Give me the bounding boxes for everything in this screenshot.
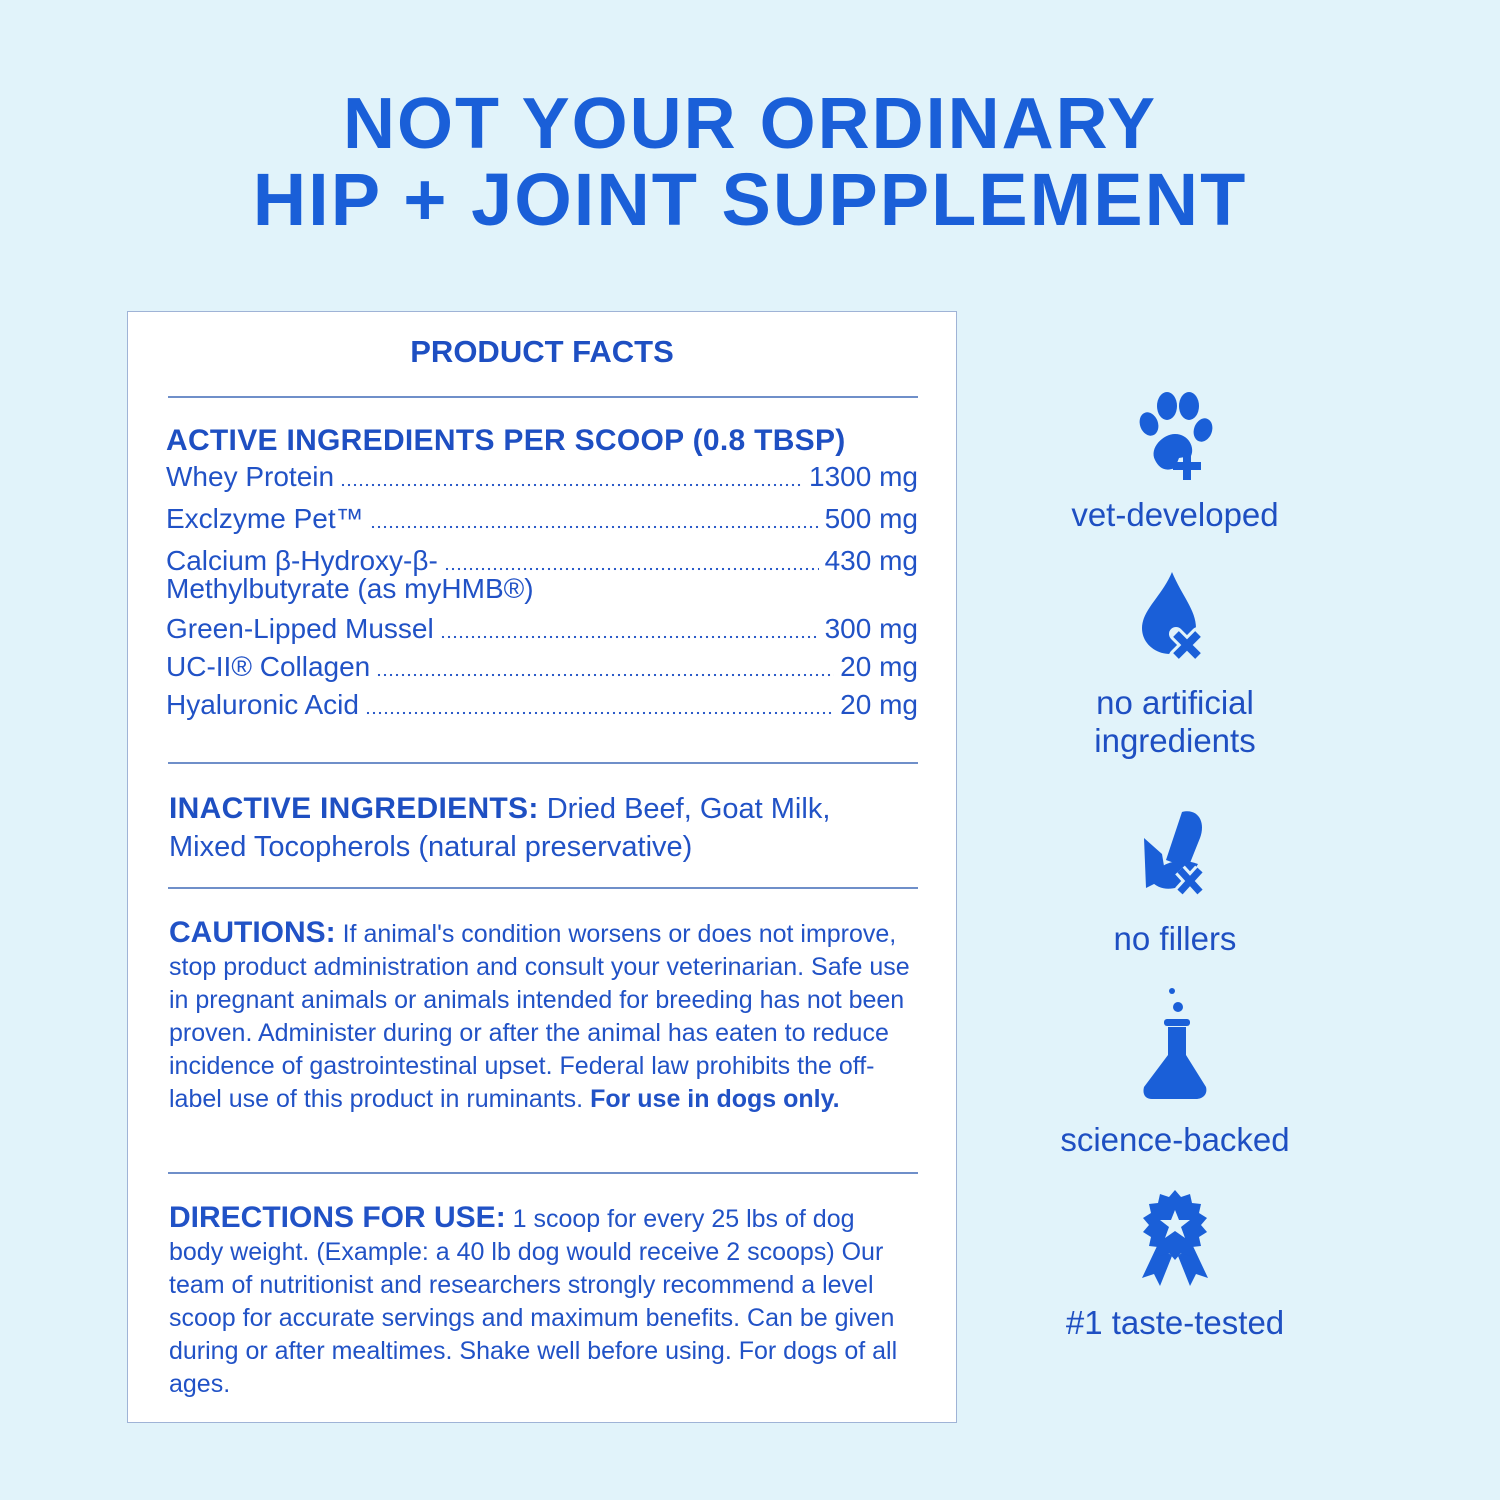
feature-taste-tested: #1 taste-tested	[1030, 1190, 1320, 1342]
divider	[168, 887, 918, 889]
corn-x-icon	[1144, 811, 1205, 897]
feature-label: #1 taste-tested	[1065, 1304, 1285, 1341]
ingredient-name: Whey Protein	[166, 461, 335, 492]
ingredient-row: Hyaluronic Acid 20 mg	[166, 686, 918, 724]
cautions-heading: CAUTIONS:	[169, 916, 336, 949]
drop-x-icon	[1142, 572, 1205, 663]
inactive-ingredients: INACTIVE INGREDIENTS: Dried Beef, Goat M…	[169, 790, 899, 866]
feature-label: no artificial ingredients	[1094, 684, 1256, 759]
cautions-bold: For use in dogs only.	[590, 1085, 840, 1113]
ingredient-amount: 20 mg	[840, 651, 918, 682]
ingredient-row: Exclzyme Pet™ 500 mg	[166, 500, 918, 538]
ingredient-amount: 20 mg	[840, 689, 918, 720]
ingredient-row: Green-Lipped Mussel 300 mg	[166, 610, 918, 648]
award-ribbon-icon	[1142, 1190, 1208, 1286]
divider	[168, 396, 918, 398]
cautions: CAUTIONS: If animal's condition worsens …	[169, 916, 914, 1116]
directions: DIRECTIONS FOR USE: 1 scoop for every 25…	[169, 1201, 914, 1401]
ingredient-amount: 300 mg	[824, 613, 918, 644]
ingredient-name-continued: Methylbutyrate (as myHMB®)	[166, 573, 534, 604]
ingredient-amount: 1300 mg	[809, 461, 918, 492]
ingredient-name: Exclzyme Pet™	[166, 503, 364, 534]
feature-label: no fillers	[1113, 920, 1237, 957]
active-heading: ACTIVE INGREDIENTS PER SCOOP (0.8 TBSP)	[166, 424, 846, 457]
ingredient-name: Hyaluronic Acid	[166, 689, 359, 720]
headline-line-1: NOT YOUR ORDINARY	[342, 84, 1158, 164]
paw-plus-icon	[1139, 392, 1213, 480]
cautions-text: If animal's condition worsens or does no…	[169, 920, 910, 1113]
ingredient-amount: 430 mg	[824, 545, 918, 576]
feature-label: vet-developed	[1071, 496, 1279, 533]
feature-vet-developed: vet-developed	[1030, 390, 1320, 534]
ingredient-row: Calcium β-Hydroxy-β- 430 mg	[166, 542, 918, 580]
inactive-heading: INACTIVE INGREDIENTS:	[169, 792, 539, 825]
feature-no-artificial: no artificial ingredients	[1030, 572, 1320, 760]
directions-heading: DIRECTIONS FOR USE:	[169, 1201, 506, 1234]
divider	[168, 762, 918, 764]
active-ingredients: ACTIVE INGREDIENTS PER SCOOP (0.8 TBSP) …	[166, 424, 918, 724]
feature-no-fillers: no fillers	[1030, 808, 1320, 958]
headline-line-2: HIP + JOINT SUPPLEMENT	[252, 158, 1248, 241]
ingredient-name: Calcium β-Hydroxy-β-	[166, 545, 438, 576]
directions-text: 1 scoop for every 25 lbs of dog body wei…	[169, 1205, 898, 1398]
ingredient-row: Whey Protein 1300 mg	[166, 458, 918, 496]
ingredient-name: Green-Lipped Mussel	[166, 613, 434, 644]
inactive-text: Dried Beef, Goat Milk, Mixed Tocopherols…	[169, 793, 831, 863]
ingredient-amount: 500 mg	[824, 503, 918, 534]
ingredient-name: UC-II® Collagen	[166, 651, 371, 682]
flask-icon	[1143, 988, 1207, 1099]
feature-science-backed: science-backed	[1030, 985, 1320, 1159]
divider	[168, 1172, 918, 1174]
product-facts-title: PRODUCT FACTS	[410, 334, 674, 369]
product-facts-panel: PRODUCT FACTS ACTIVE INGREDIENTS PER SCO…	[127, 311, 957, 1423]
ingredient-row: UC-II® Collagen 20 mg	[166, 648, 918, 686]
feature-label: science-backed	[1060, 1121, 1290, 1158]
